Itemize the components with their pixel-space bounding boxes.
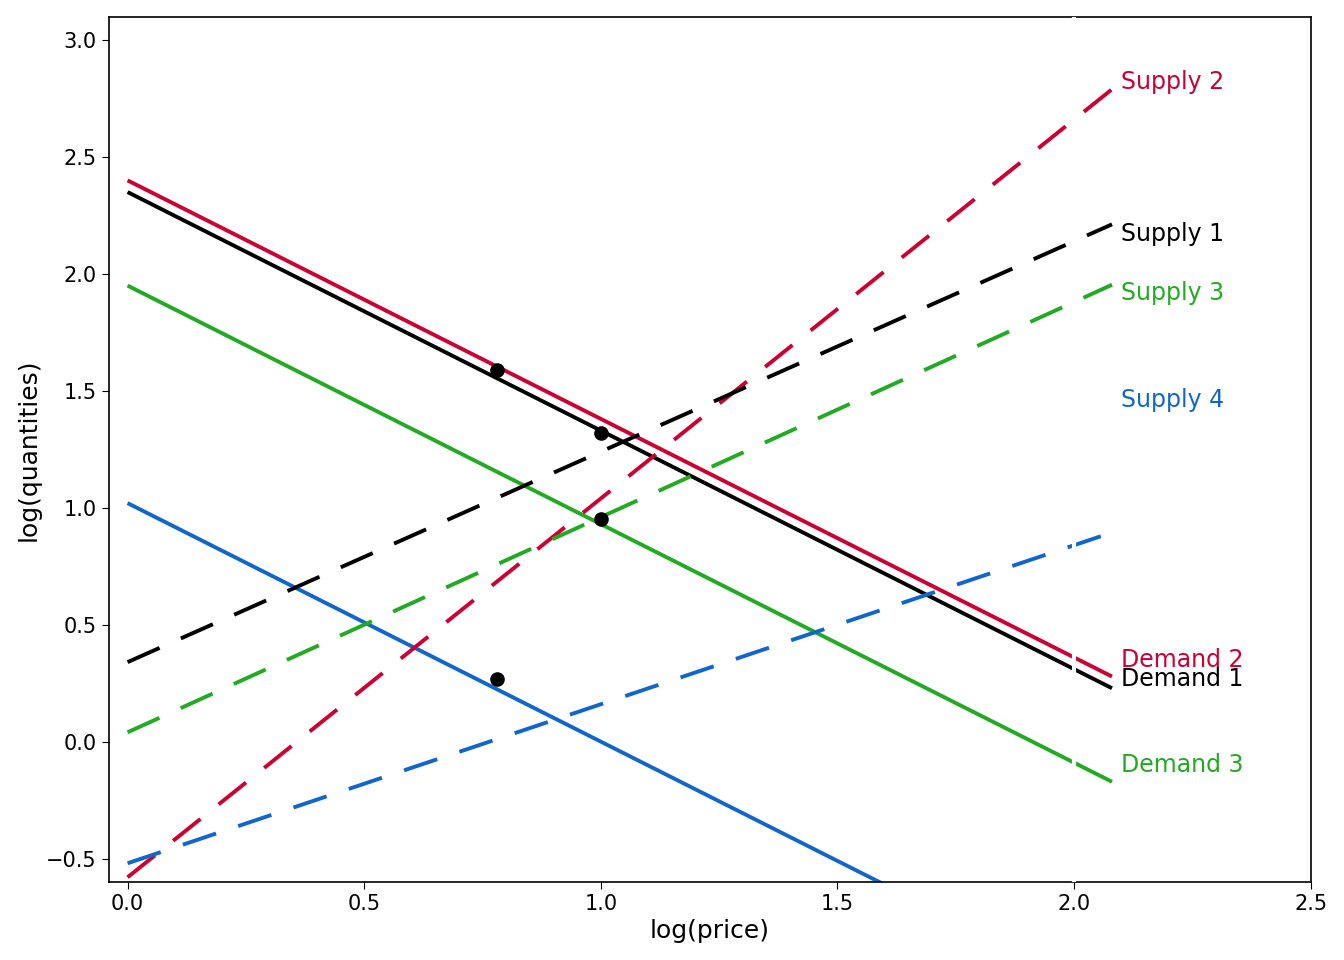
Point <box>590 512 612 527</box>
Text: Supply 1: Supply 1 <box>1121 222 1224 246</box>
Y-axis label: log(quantities): log(quantities) <box>16 358 40 540</box>
Text: Demand 2: Demand 2 <box>1121 648 1245 672</box>
Text: Supply 3: Supply 3 <box>1121 280 1224 304</box>
Point <box>487 671 508 686</box>
Point <box>487 362 508 377</box>
Point <box>590 425 612 441</box>
Text: Demand 1: Demand 1 <box>1121 666 1243 690</box>
Text: Demand 3: Demand 3 <box>1121 753 1245 777</box>
Text: Supply 2: Supply 2 <box>1121 70 1224 94</box>
Text: Supply 4: Supply 4 <box>1121 388 1224 412</box>
X-axis label: log(price): log(price) <box>649 920 770 944</box>
